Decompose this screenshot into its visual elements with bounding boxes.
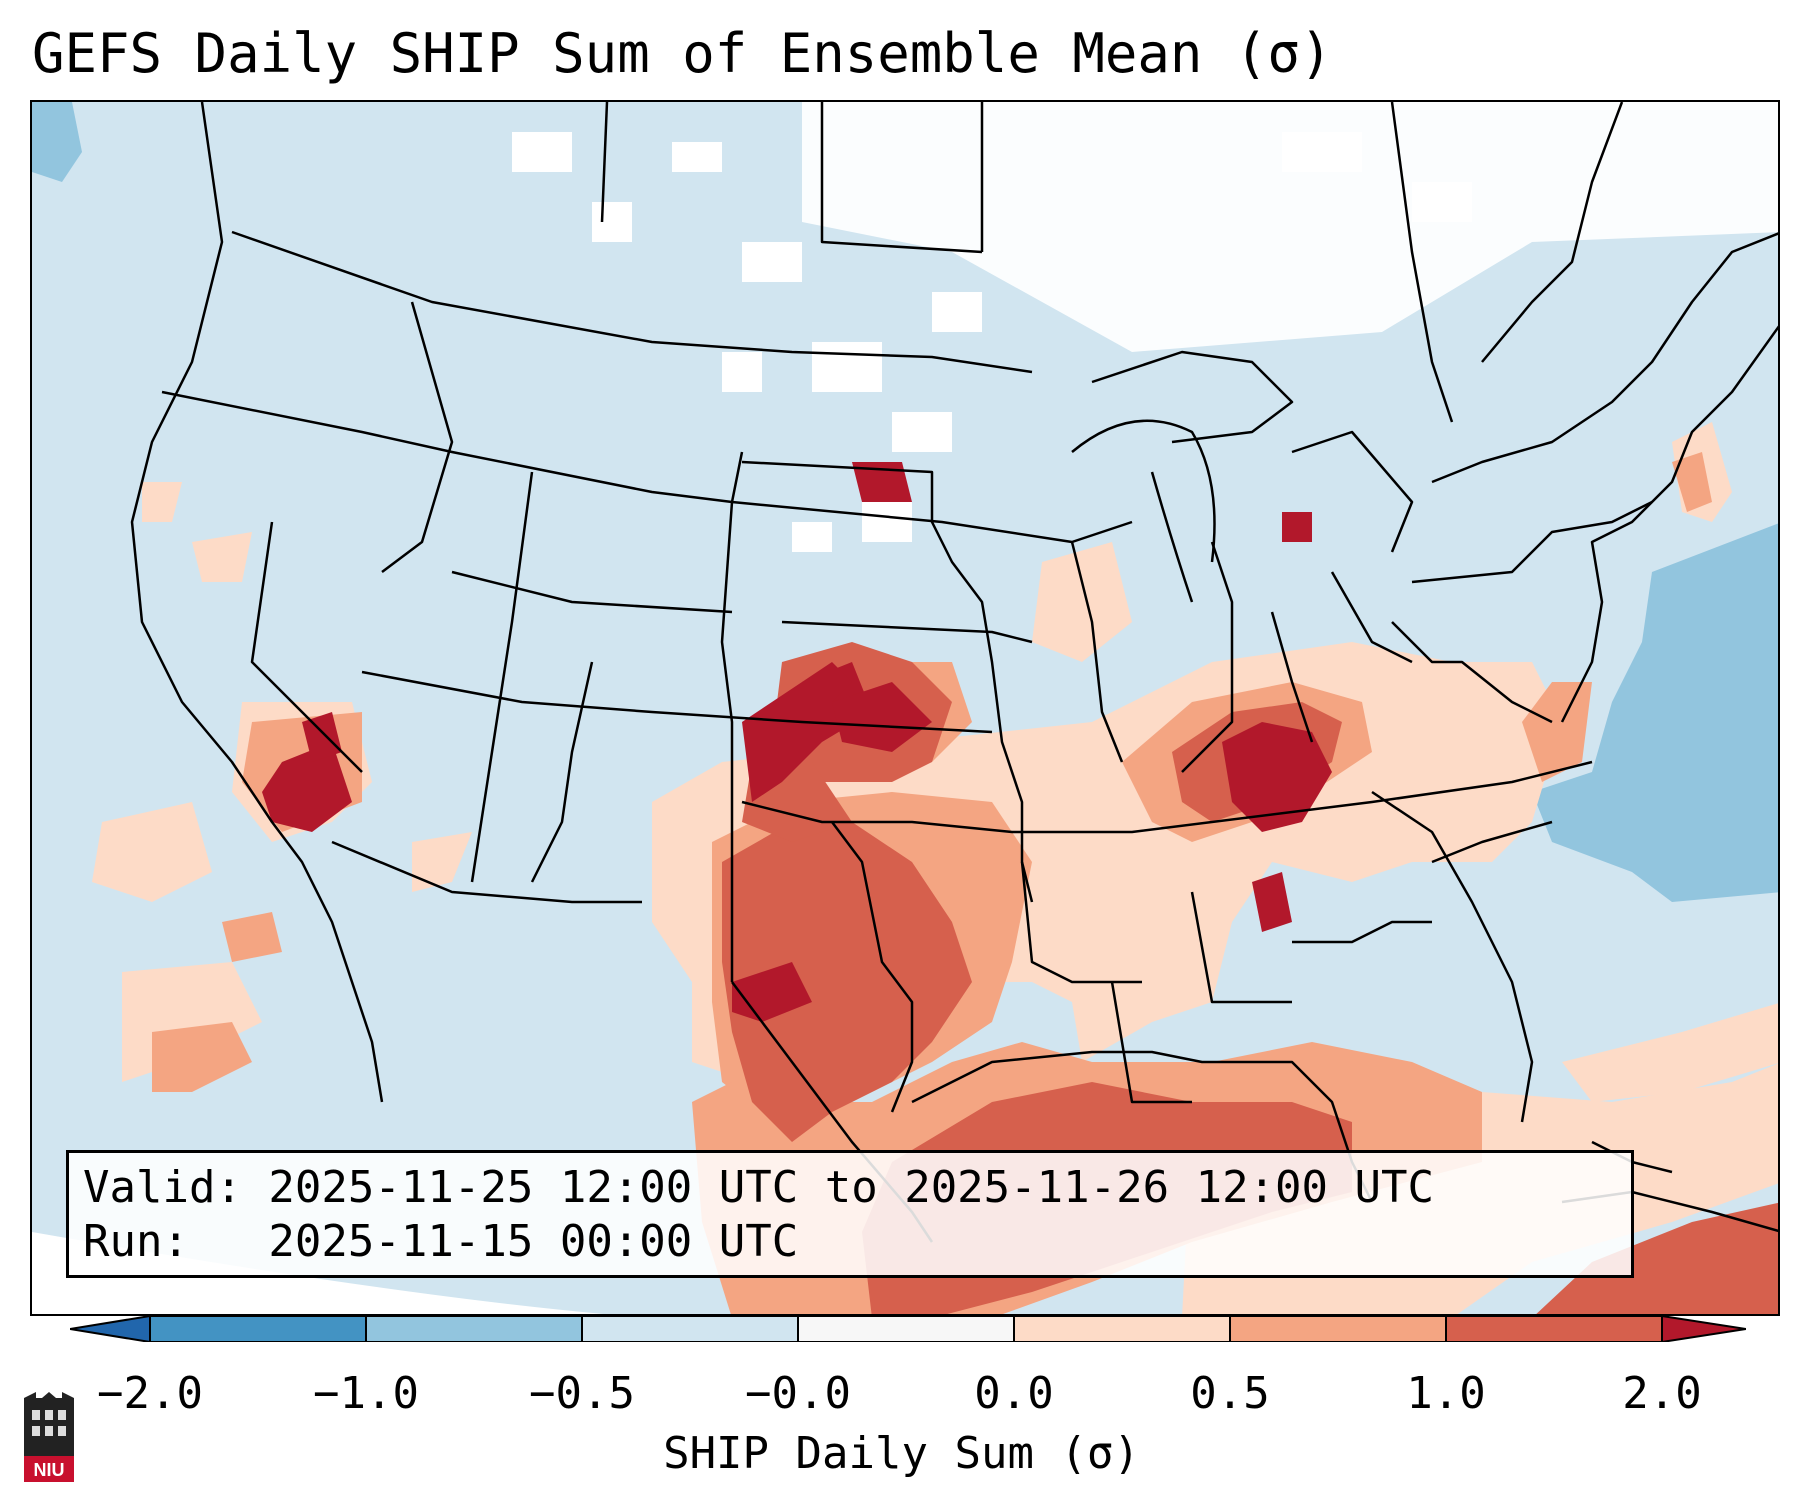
colorbar <box>70 1316 1746 1342</box>
extreme-positive-areas <box>262 462 1332 1022</box>
colorbar-bin-05-1 <box>1230 1316 1446 1342</box>
colorbar-tick-label: 2.0 <box>1622 1368 1702 1419</box>
colorbar-extend-low <box>70 1316 150 1342</box>
colorbar-bin-m2-m1 <box>150 1316 366 1342</box>
colorbar-tick-marks <box>149 1316 1663 1342</box>
colorbar-tick-label: −2.0 <box>97 1368 203 1419</box>
projection-edge-southwest <box>32 1232 604 1314</box>
colorbar-extend-high <box>1662 1316 1746 1342</box>
colorbar-tick-label: 1.0 <box>1406 1368 1486 1419</box>
page-title: GEFS Daily SHIP Sum of Ensemble Mean (σ) <box>32 22 1333 85</box>
colorbar-bin-m1-m05 <box>366 1316 582 1342</box>
valid-time-line: Valid: 2025-11-25 12:00 UTC to 2025-11-2… <box>83 1162 1435 1213</box>
neutral-area-canada <box>802 102 1778 352</box>
colorbar-bin-0-05 <box>1014 1316 1230 1342</box>
colorbar-tick-label: 0.0 <box>974 1368 1054 1419</box>
colorbar-bin-zero <box>798 1316 1014 1342</box>
colorbar-bin-1-2 <box>1446 1316 1662 1342</box>
colorbar-tick-label: −1.0 <box>313 1368 419 1419</box>
niu-logo: NIU <box>24 1392 74 1482</box>
colorbar-tick-label: 0.5 <box>1190 1368 1270 1419</box>
negative-anomaly-northwest <box>32 102 82 182</box>
neutral-cells <box>512 132 1472 552</box>
colorbar-tick-label: −0.0 <box>745 1368 851 1419</box>
run-time-line: Run: 2025-11-15 00:00 UTC <box>83 1216 799 1267</box>
colorbar-bin-m05-0 <box>582 1316 798 1342</box>
logo-text: NIU <box>34 1460 65 1480</box>
map-panel <box>30 100 1780 1316</box>
info-box: Valid: 2025-11-25 12:00 UTC to 2025-11-2… <box>66 1150 1634 1278</box>
colorbar-tick-label: −0.5 <box>529 1368 635 1419</box>
colorbar-label: SHIP Daily Sum (σ) <box>663 1428 1140 1479</box>
negative-anomaly-atlantic <box>1532 523 1778 902</box>
map-canvas <box>32 102 1778 1314</box>
